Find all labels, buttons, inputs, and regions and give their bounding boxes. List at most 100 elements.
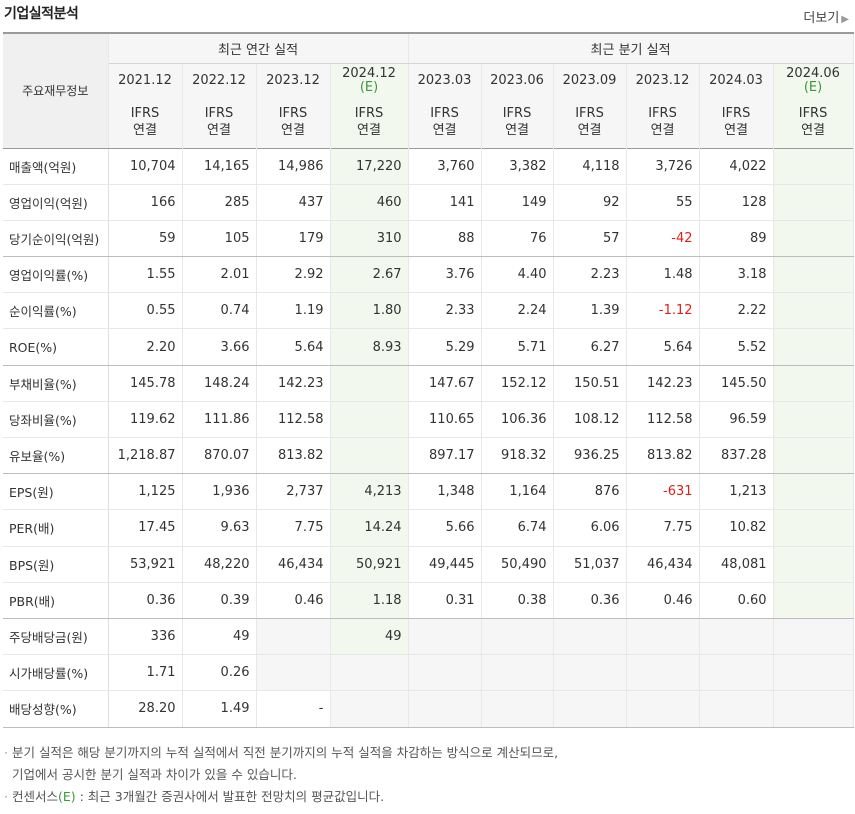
table-cell: 936.25: [553, 437, 627, 475]
table-cell: [330, 365, 409, 402]
table-cell: 3.18: [699, 256, 774, 294]
basis-ifrs: IFRS: [430, 106, 459, 122]
table-cell: 147.67: [408, 365, 482, 402]
footnote-bullet: ·: [4, 789, 8, 804]
basis-header: IFRS 연결: [481, 97, 554, 148]
table-cell: 53,921: [108, 546, 183, 583]
table-cell: 55: [626, 184, 700, 221]
table-cell: 6.06: [553, 509, 627, 547]
table-row: BPS(원) 53,921 48,220 46,434 50,921 49,445 50,4…: [3, 546, 854, 583]
table-cell: 813.82: [256, 437, 331, 475]
annual-group-header: 최근 연간 실적: [108, 32, 409, 64]
table-cell: 7.75: [626, 509, 700, 547]
table-cell: [408, 690, 482, 728]
basis-ifrs: IFRS: [130, 106, 160, 122]
period-header: 2024.06 (E): [773, 63, 854, 97]
table-cell: 3,760: [408, 148, 482, 185]
row-header-label: 주요재무정보: [3, 32, 109, 149]
table-cell: 5.52: [699, 328, 774, 366]
table-cell: 50,921: [330, 546, 409, 583]
table-cell: 111.86: [182, 401, 257, 439]
table-cell: [330, 654, 409, 692]
table-cell: 8.93: [330, 328, 409, 366]
table-cell: 152.12: [481, 365, 554, 402]
footnote-1-line-1: 분기 실적은 해당 분기까지의 누적 실적에서 직전 분기까지의 누적 실적을 …: [11, 745, 559, 760]
table-cell: [256, 654, 331, 692]
basis-ifrs: IFRS: [354, 106, 384, 122]
table-cell: 1.49: [182, 690, 257, 728]
table-cell: 0.39: [182, 582, 257, 619]
table-cell: 5.66: [408, 509, 482, 547]
more-link[interactable]: 더보기 ▶: [803, 7, 849, 26]
table-cell: 1.19: [256, 292, 331, 330]
basis-consolidated: 연결: [357, 123, 381, 139]
table-cell: 89: [699, 220, 774, 258]
table-cell: 2.24: [481, 292, 554, 330]
period-header: 2022.12: [182, 63, 257, 97]
table-cell: 6.74: [481, 509, 554, 547]
basis-header: IFRS 연결: [553, 97, 627, 148]
table-cell: [256, 618, 331, 656]
more-link-label[interactable]: 더보기: [803, 11, 840, 26]
table-cell: 14,986: [256, 148, 331, 185]
table-cell: 110.65: [408, 401, 482, 439]
section-title: 기업실적분석: [4, 6, 79, 22]
footnote-bullet: ·: [4, 745, 8, 760]
table-cell: [330, 437, 409, 475]
table-cell: 1,213: [699, 473, 774, 511]
table-cell: 1.71: [108, 654, 183, 692]
period-label: 2021.12: [118, 72, 172, 88]
table-cell: 870.07: [182, 437, 257, 475]
table-cell: 145.50: [699, 365, 774, 402]
table-cell: 46,434: [626, 546, 700, 583]
table-cell: 51,037: [553, 546, 627, 583]
basis-ifrs: IFRS: [575, 106, 604, 122]
table-cell: [773, 328, 854, 366]
table-cell: [773, 292, 854, 330]
table-cell: 2.23: [553, 256, 627, 294]
basis-ifrs: IFRS: [648, 106, 677, 122]
basis-ifrs: IFRS: [721, 106, 751, 122]
basis-header: IFRS 연결: [182, 97, 257, 148]
basis-consolidated: 연결: [577, 123, 602, 139]
basis-ifrs: IFRS: [798, 106, 828, 122]
row-label: 배당성향(%): [3, 690, 109, 728]
period-header-row: 2021.12 2022.12 2023.12 2024.12 (E) 2023.03 20…: [3, 63, 854, 97]
row-label: 매출액(억원): [3, 148, 109, 185]
table-cell: 310: [330, 220, 409, 258]
table-cell: [699, 654, 774, 692]
period-header: 2024.12 (E): [330, 63, 409, 97]
table-cell: 2.01: [182, 256, 257, 294]
table-cell: [773, 618, 854, 656]
table-cell: [481, 618, 554, 656]
row-label: 시가배당률(%): [3, 654, 109, 692]
row-label: PER(배): [3, 509, 109, 547]
table-cell: 49: [330, 618, 409, 656]
row-label: EPS(원): [3, 473, 109, 511]
table-cell: [699, 618, 774, 656]
table-cell: -631: [626, 473, 700, 511]
table-cell: -42: [626, 220, 700, 258]
table-cell: 876: [553, 473, 627, 511]
basis-header: IFRS 연결: [330, 97, 409, 148]
table-cell: 2.92: [256, 256, 331, 294]
table-cell: [699, 690, 774, 728]
financial-table: 주요재무정보 최근 연간 실적 최근 분기 실적 2021.12 2022.12 2…: [3, 32, 854, 728]
table-cell: [330, 401, 409, 439]
table-cell: 2,737: [256, 473, 331, 511]
basis-ifrs: IFRS: [278, 106, 308, 122]
table-cell: 1.48: [626, 256, 700, 294]
table-cell: 285: [182, 184, 257, 221]
table-cell: 0.46: [626, 582, 700, 619]
table-cell: 96.59: [699, 401, 774, 439]
table-cell: 1,936: [182, 473, 257, 511]
table-row: 유보율(%) 1,218.87 870.07 813.82 897.17 918.32 93…: [3, 437, 854, 475]
period-header: 2023.03: [408, 63, 482, 97]
table-row: 순이익률(%) 0.55 0.74 1.19 1.80 2.33 2.24 1.39 -1.12…: [3, 292, 854, 330]
table-cell: [626, 690, 700, 728]
table-cell: 28.20: [108, 690, 183, 728]
period-label: 2023.09: [562, 72, 617, 88]
table-cell: 813.82: [626, 437, 700, 475]
table-cell: 2.67: [330, 256, 409, 294]
basis-header: IFRS 연결: [408, 97, 482, 148]
